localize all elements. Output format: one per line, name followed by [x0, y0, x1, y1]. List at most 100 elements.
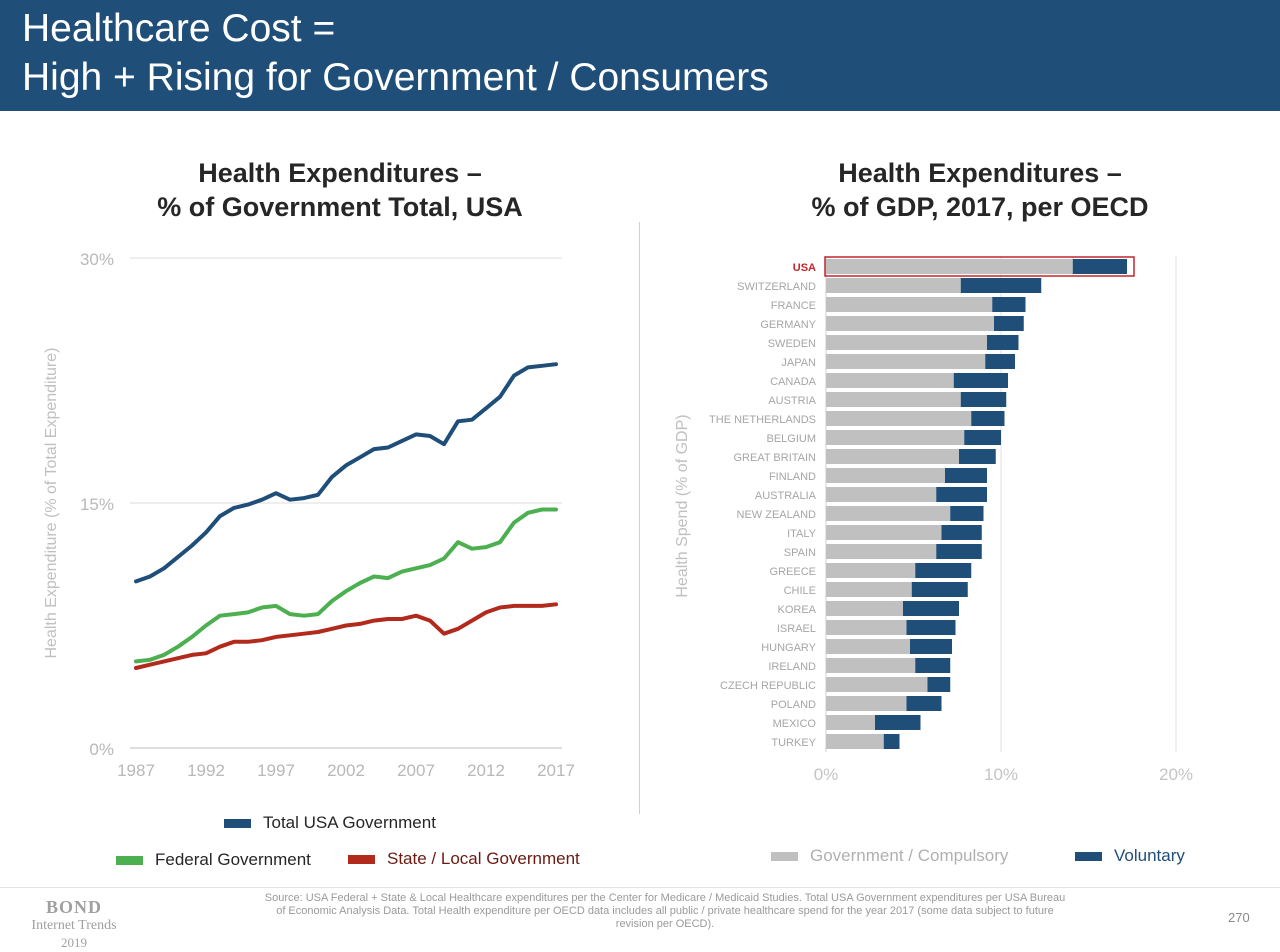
- bar-compulsory: [826, 316, 994, 331]
- y-axis-label: Health Spend (% of GDP): [674, 414, 691, 597]
- category-label: CHILE: [784, 585, 816, 597]
- x-tick-label: 20%: [1159, 765, 1193, 784]
- y-tick-label: 30%: [80, 250, 114, 269]
- page-title-line1: Healthcare Cost =: [22, 7, 336, 50]
- category-label: SPAIN: [784, 547, 816, 559]
- legend-federal-government: Federal Government: [116, 850, 311, 870]
- category-label: CANADA: [770, 376, 817, 388]
- x-tick-label: 1997: [257, 761, 295, 780]
- bar-voluntary: [906, 620, 956, 635]
- category-label: SWEDEN: [768, 338, 816, 350]
- category-label: MEXICO: [773, 718, 817, 730]
- legend-label: Voluntary: [1114, 846, 1185, 865]
- category-label: IRELAND: [768, 661, 816, 673]
- bar-voluntary: [945, 468, 987, 483]
- bar-compulsory: [826, 487, 937, 502]
- category-label: HUNGARY: [761, 642, 816, 654]
- category-label: AUSTRIA: [768, 395, 816, 407]
- page-number: 270: [1228, 910, 1250, 925]
- bar-voluntary: [1072, 259, 1127, 274]
- bar-voluntary: [906, 696, 942, 711]
- bar-compulsory: [826, 658, 916, 673]
- bond-logo-name: BOND: [45, 897, 102, 917]
- series-line: [134, 507, 558, 664]
- y-axis-label: Health Expenditure (% of Total Expenditu…: [43, 348, 60, 659]
- bar-compulsory: [826, 506, 951, 521]
- legend-label: State / Local Government: [387, 849, 580, 868]
- legend-swatch: [224, 818, 251, 828]
- x-tick-label: 1992: [187, 761, 225, 780]
- x-tick-label: 2017: [537, 761, 575, 780]
- bar-compulsory: [826, 373, 954, 388]
- series-line: [134, 362, 558, 584]
- bar-compulsory: [826, 525, 942, 540]
- bar-voluntary: [960, 278, 1042, 293]
- left-chart-title-line2: % of Government Total, USA: [157, 192, 523, 222]
- left-chart-title-line1: Health Expenditures –: [198, 158, 482, 188]
- bar-voluntary: [941, 525, 982, 540]
- category-label: KOREA: [777, 604, 816, 616]
- bar-compulsory: [826, 392, 961, 407]
- legend-total-government: Total USA Government: [224, 813, 436, 833]
- x-tick-label: 10%: [984, 765, 1018, 784]
- bar-voluntary: [950, 506, 984, 521]
- x-tick-label: 2002: [327, 761, 365, 780]
- bar-voluntary: [960, 392, 1007, 407]
- bar-voluntary: [903, 601, 959, 616]
- bar-compulsory: [826, 430, 965, 445]
- bar-voluntary: [985, 354, 1015, 369]
- bar-chart: 0% 10% 20% Health Spend (% of GDP) USA SWITZE…: [674, 256, 1193, 784]
- bar-voluntary: [875, 715, 921, 730]
- line-chart: 0% 15% 30% 1987 1992 1997 2002 2007 2012 2017 Heal…: [43, 250, 575, 780]
- legend-state-local-government: State / Local Government: [348, 849, 580, 869]
- bar-compulsory: [826, 297, 993, 312]
- bar-voluntary: [883, 734, 900, 749]
- bar-compulsory: [826, 278, 961, 293]
- category-label: FRANCE: [771, 300, 816, 312]
- bar-compulsory: [826, 468, 945, 483]
- category-label: USA: [793, 262, 816, 274]
- category-label: CZECH REPUBLIC: [720, 680, 816, 692]
- category-label: TURKEY: [771, 737, 816, 749]
- bond-logo: BOND Internet Trends 2019: [24, 897, 124, 951]
- bar-voluntary: [994, 316, 1024, 331]
- bar-compulsory: [826, 715, 875, 730]
- category-label: AUSTRALIA: [755, 490, 817, 502]
- y-tick-label: 0%: [89, 740, 114, 759]
- category-label: NEW ZEALAND: [737, 509, 817, 521]
- category-label: POLAND: [771, 699, 816, 711]
- y-tick-label: 15%: [80, 495, 114, 514]
- bar-voluntary: [959, 449, 996, 464]
- bar-compulsory: [826, 582, 912, 597]
- bar-compulsory: [826, 734, 884, 749]
- bar-voluntary: [927, 677, 951, 692]
- bar-compulsory: [826, 601, 903, 616]
- bar-compulsory: [826, 449, 959, 464]
- category-label: ISRAEL: [777, 623, 816, 635]
- bar-compulsory: [826, 620, 907, 635]
- x-tick-label: 2007: [397, 761, 435, 780]
- bar-voluntary: [911, 582, 968, 597]
- bar-compulsory: [826, 354, 986, 369]
- bar-voluntary: [992, 297, 1026, 312]
- title-banner: Healthcare Cost = High + Rising for Gove…: [0, 0, 1280, 111]
- category-label: JAPAN: [781, 357, 816, 369]
- bar-compulsory: [826, 677, 928, 692]
- bar-voluntary: [971, 411, 1005, 426]
- right-chart-title: Health Expenditures – % of GDP, 2017, pe…: [730, 156, 1230, 224]
- bar-voluntary: [936, 544, 982, 559]
- source-note: Source: USA Federal + State & Local Heal…: [264, 892, 1066, 930]
- bar-compulsory: [826, 544, 937, 559]
- bar-compulsory: [826, 411, 972, 426]
- bar-voluntary: [936, 487, 987, 502]
- bar-compulsory: [826, 639, 910, 654]
- chart-divider: [639, 222, 640, 814]
- category-label: GREAT BRITAIN: [733, 452, 816, 464]
- footer-divider: [0, 887, 1280, 888]
- left-chart-title: Health Expenditures – % of Government To…: [90, 156, 590, 224]
- bond-logo-year: 2019: [61, 935, 87, 950]
- bar-voluntary: [915, 658, 951, 673]
- bar-voluntary: [964, 430, 1001, 445]
- category-label: BELGIUM: [766, 433, 816, 445]
- x-tick-label: 0%: [814, 765, 839, 784]
